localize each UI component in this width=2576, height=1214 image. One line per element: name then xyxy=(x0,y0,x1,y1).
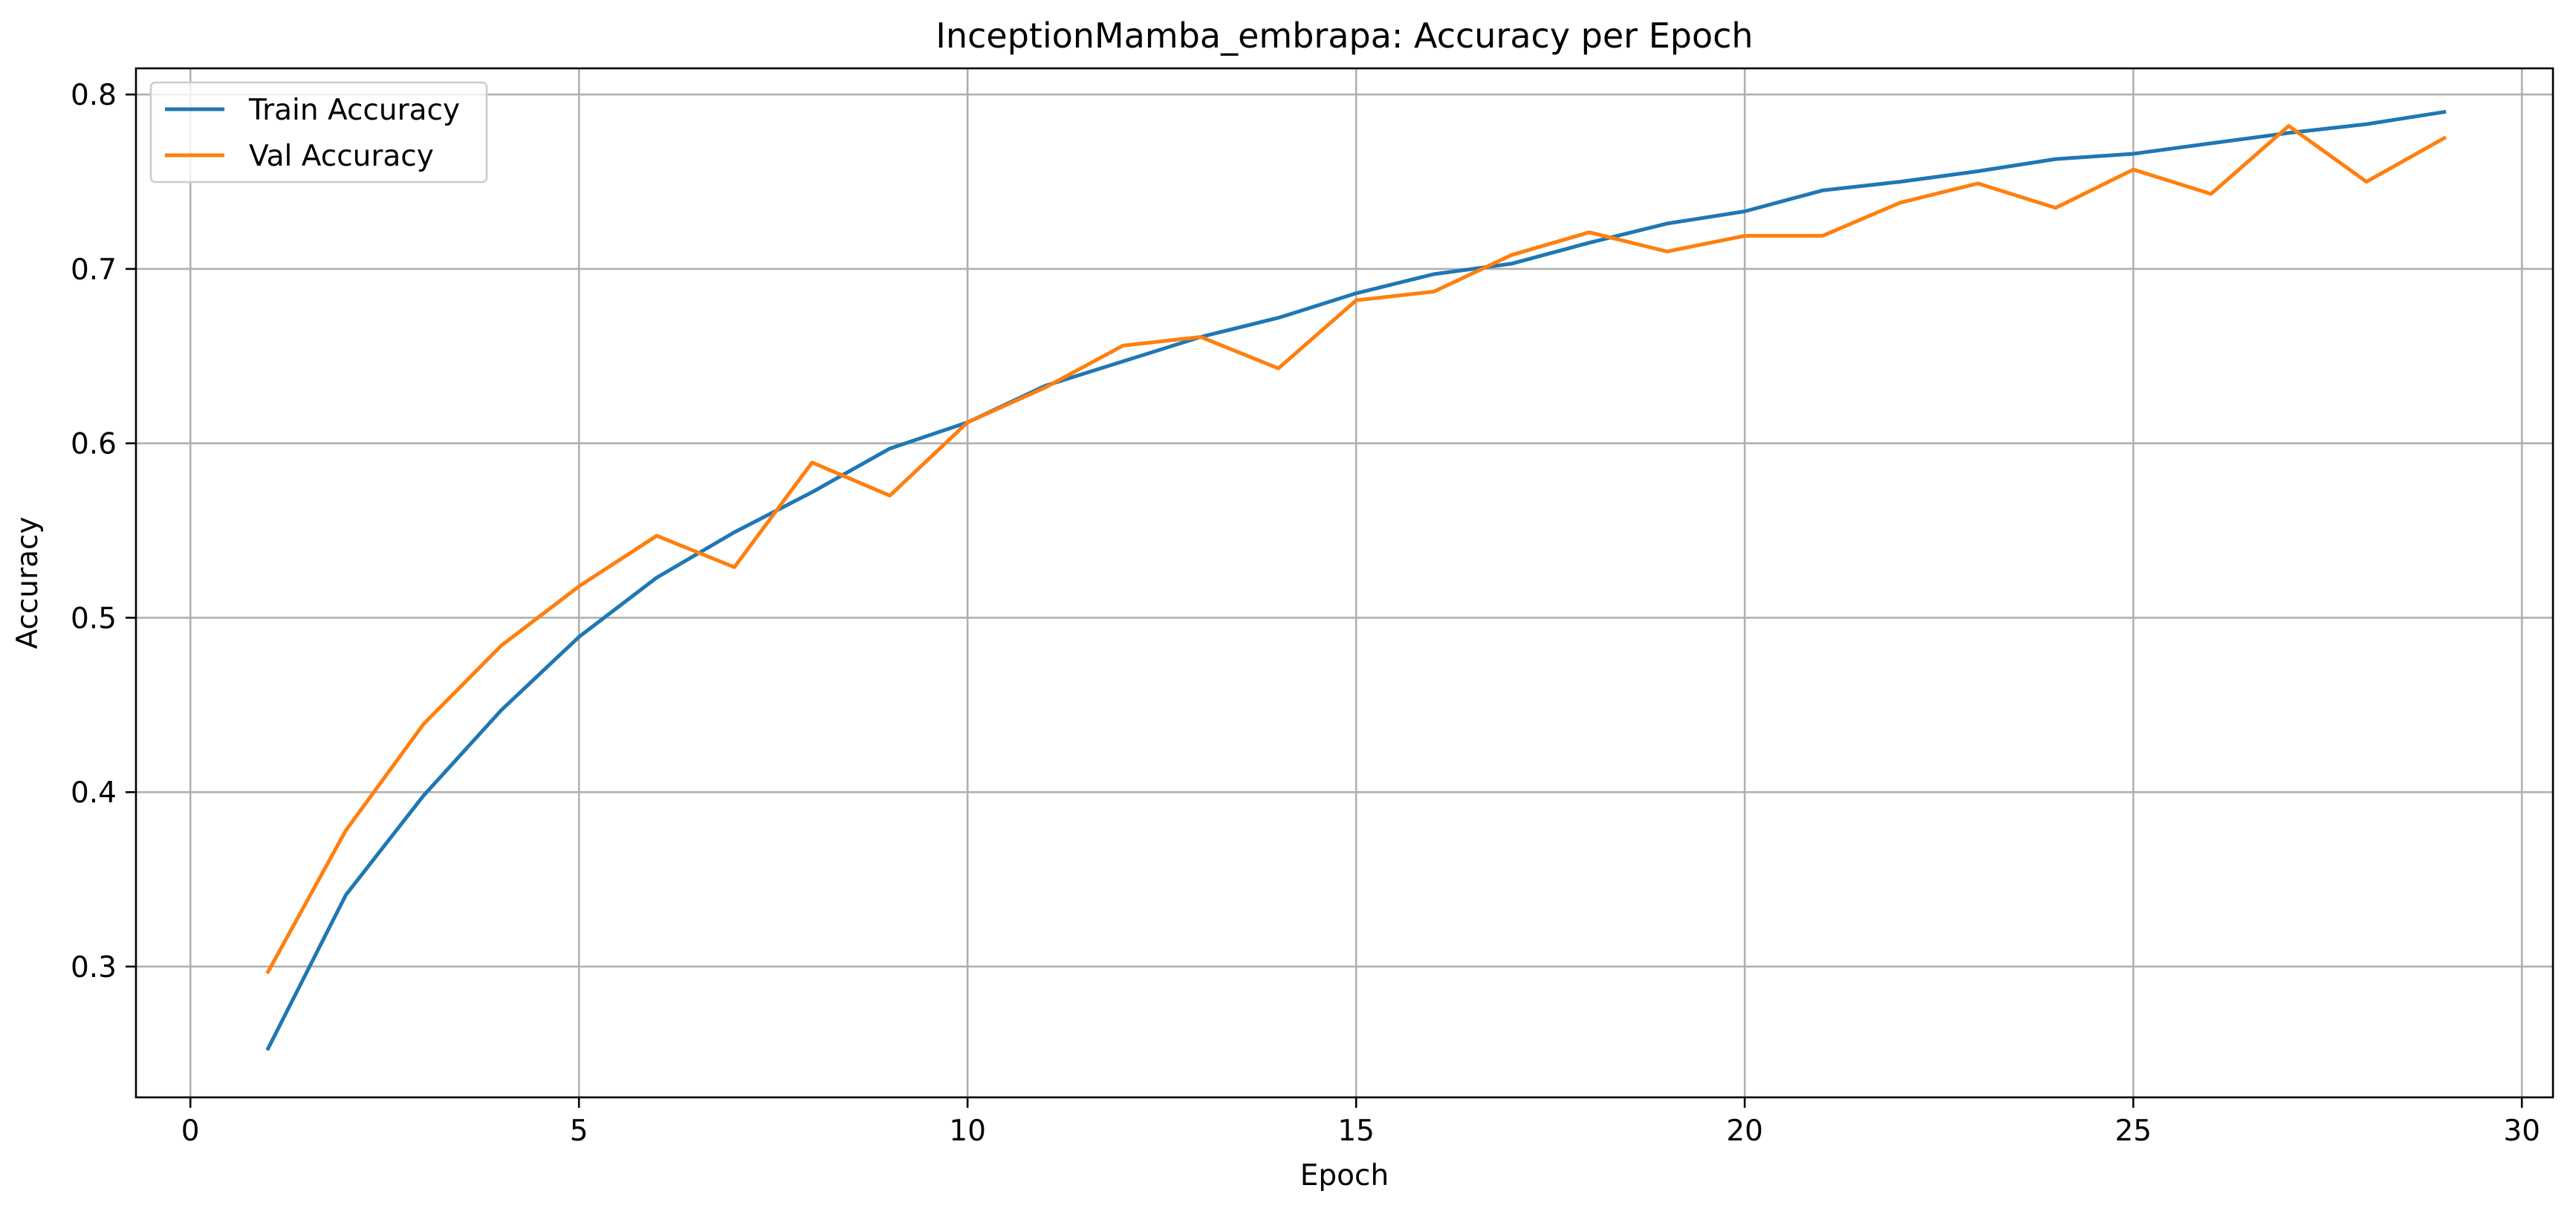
series-lines xyxy=(265,109,2447,1051)
x-tick-label: 15 xyxy=(1337,1114,1375,1148)
x-tick-label: 20 xyxy=(1726,1114,1763,1148)
val-accuracy-line xyxy=(265,124,2447,975)
x-tick-label: 30 xyxy=(2503,1114,2540,1148)
y-tick-label: 0.3 xyxy=(71,951,117,984)
y-tick-label: 0.6 xyxy=(71,428,117,461)
x-tick-label: 0 xyxy=(181,1114,200,1148)
legend-box xyxy=(149,81,488,184)
y-axis-label: Accuracy xyxy=(11,516,45,649)
x-tick-label: 25 xyxy=(2115,1114,2152,1148)
y-tick-label: 0.8 xyxy=(71,79,117,112)
x-axis-label: Epoch xyxy=(1300,1159,1389,1192)
legend-label-val: Val Accuracy xyxy=(249,140,434,173)
chart-title: InceptionMamba_embrapa: Accuracy per Epo… xyxy=(935,16,1753,56)
y-tick-label: 0.5 xyxy=(71,602,117,635)
y-tick-label: 0.7 xyxy=(71,253,117,287)
plot-frame xyxy=(134,67,2554,1099)
grid xyxy=(136,68,2553,1097)
y-tick-label: 0.4 xyxy=(71,776,117,810)
x-tick-label: 10 xyxy=(949,1114,986,1148)
train-accuracy-line xyxy=(265,109,2447,1051)
legend: Train Accuracy Val Accuracy xyxy=(149,81,488,184)
axis-ticks: 0 5 10 15 20 25 30 0.3 0.4 0.5 0.6 0.7 0.8 xyxy=(71,79,2540,1148)
legend-label-train: Train Accuracy xyxy=(248,94,460,127)
x-tick-label: 5 xyxy=(570,1114,588,1148)
